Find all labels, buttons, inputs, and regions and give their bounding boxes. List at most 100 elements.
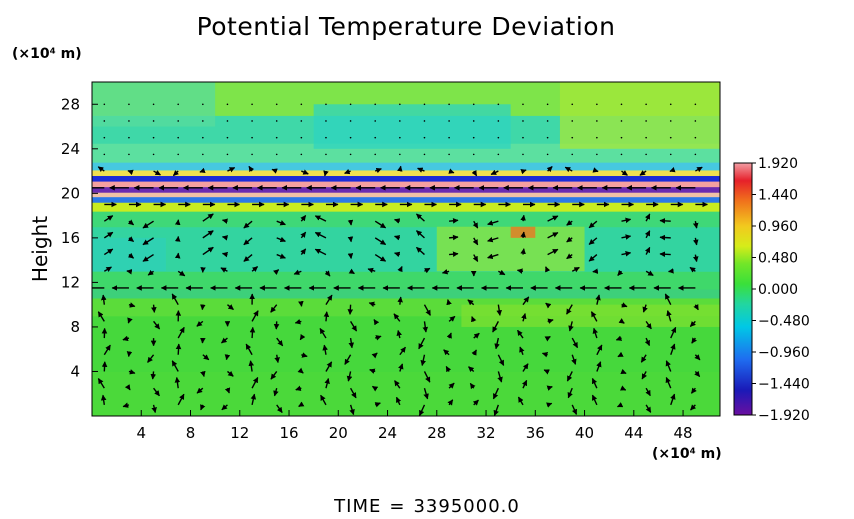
wind-vector	[423, 304, 431, 316]
time-equals: =	[389, 496, 406, 517]
wind-vector	[522, 296, 530, 306]
wind-vector	[347, 304, 354, 315]
wind-vector	[448, 103, 450, 106]
wind-vector	[546, 153, 549, 156]
wind-vector	[142, 220, 154, 229]
wind-vector	[596, 136, 598, 139]
wind-vector	[692, 221, 699, 229]
wind-vector	[545, 266, 551, 273]
wind-vector	[472, 153, 475, 156]
wind-vector	[100, 294, 107, 305]
wind-vector	[467, 299, 475, 306]
wind-vector	[347, 236, 354, 243]
wind-vector	[448, 136, 450, 139]
wind-vector	[694, 370, 701, 378]
wind-vector	[199, 167, 206, 174]
chart-title: Potential Temperature Deviation	[196, 12, 616, 41]
wind-vector	[325, 120, 327, 122]
wind-vector	[251, 310, 259, 322]
wind-vector	[399, 136, 401, 139]
field-band	[92, 202, 720, 212]
wind-vector	[620, 103, 623, 106]
wind-vector	[694, 136, 697, 139]
wind-vector	[293, 269, 302, 275]
wind-vector	[693, 304, 699, 311]
wind-vector	[152, 153, 155, 156]
wind-vector	[97, 311, 105, 322]
wind-vector	[271, 168, 278, 174]
wind-vector	[349, 103, 352, 106]
wind-vector	[394, 251, 401, 258]
wind-vector	[423, 103, 426, 106]
wind-vector	[142, 253, 154, 262]
wind-vector	[547, 215, 559, 222]
wind-vector	[441, 268, 450, 275]
wind-vector	[547, 318, 554, 324]
wind-vector	[639, 170, 647, 176]
wind-vector	[590, 311, 598, 322]
wind-vector	[349, 387, 357, 399]
wind-vector	[103, 248, 114, 256]
colorbar-label: 0.960	[758, 219, 798, 235]
wind-vector	[689, 320, 696, 327]
wind-vector	[226, 103, 229, 106]
wind-vector	[571, 103, 574, 106]
wind-vector	[103, 136, 106, 139]
wind-vector	[541, 351, 549, 358]
wind-vector	[294, 318, 302, 325]
wind-vector	[445, 365, 452, 373]
wind-vector	[202, 103, 204, 106]
wind-vector	[151, 404, 157, 414]
y-tick-label: 28	[61, 95, 80, 113]
wind-vector	[669, 103, 672, 106]
wind-vector	[472, 399, 479, 406]
wind-vector	[546, 385, 553, 391]
wind-vector	[103, 266, 112, 273]
wind-vector	[323, 311, 330, 322]
wind-vector	[301, 352, 308, 358]
wind-vector	[472, 220, 479, 229]
wind-vector	[103, 120, 106, 122]
field-band	[92, 211, 720, 228]
wind-vector	[175, 343, 182, 355]
wind-vector	[670, 393, 676, 406]
wind-vector	[300, 231, 307, 239]
wind-vector	[416, 230, 425, 239]
wind-vector	[127, 252, 134, 259]
wind-vector	[177, 103, 179, 106]
colorbar: 1.920 1.440 0.960 0.480 0.000 −0.480 −0.960 −1.…	[733, 156, 810, 424]
wind-vector	[498, 269, 506, 276]
wind-vector	[324, 270, 331, 277]
wind-vector	[571, 337, 579, 349]
wind-vector	[276, 253, 286, 259]
wind-vector	[122, 335, 130, 342]
y-tick-label: 8	[70, 318, 80, 336]
wind-vector	[128, 153, 130, 156]
wind-vector	[694, 354, 701, 361]
plot-frame	[91, 81, 721, 417]
wind-vector	[147, 354, 155, 363]
wind-vector	[344, 168, 351, 175]
wind-vector	[325, 153, 327, 156]
wind-vector	[640, 354, 647, 363]
wind-vector	[374, 402, 381, 408]
wind-vector	[644, 337, 651, 347]
wind-vector	[423, 136, 426, 139]
wind-vector	[153, 170, 161, 176]
wind-vector	[692, 237, 699, 246]
wind-vector	[620, 120, 623, 122]
wind-vector	[122, 402, 130, 408]
wind-vector	[150, 371, 157, 380]
wind-vector	[152, 120, 155, 122]
wind-vector	[695, 166, 703, 173]
wind-vector	[665, 376, 672, 389]
wind-vector	[177, 120, 179, 122]
wind-vector	[103, 344, 111, 356]
wind-vector	[221, 235, 229, 241]
wind-vector	[349, 120, 352, 122]
x-tick-label: 40	[575, 424, 594, 442]
wind-vector	[659, 218, 671, 224]
wind-vector	[202, 213, 214, 222]
wind-vector	[494, 337, 500, 350]
colorbar-label: 1.920	[758, 156, 798, 172]
